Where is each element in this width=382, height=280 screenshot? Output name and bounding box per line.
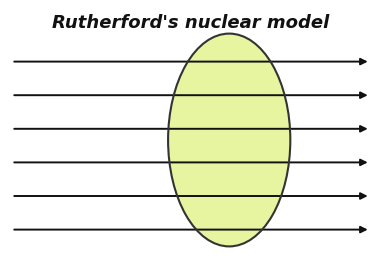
Text: Rutherford's nuclear model: Rutherford's nuclear model (52, 14, 330, 32)
Ellipse shape (168, 34, 290, 246)
